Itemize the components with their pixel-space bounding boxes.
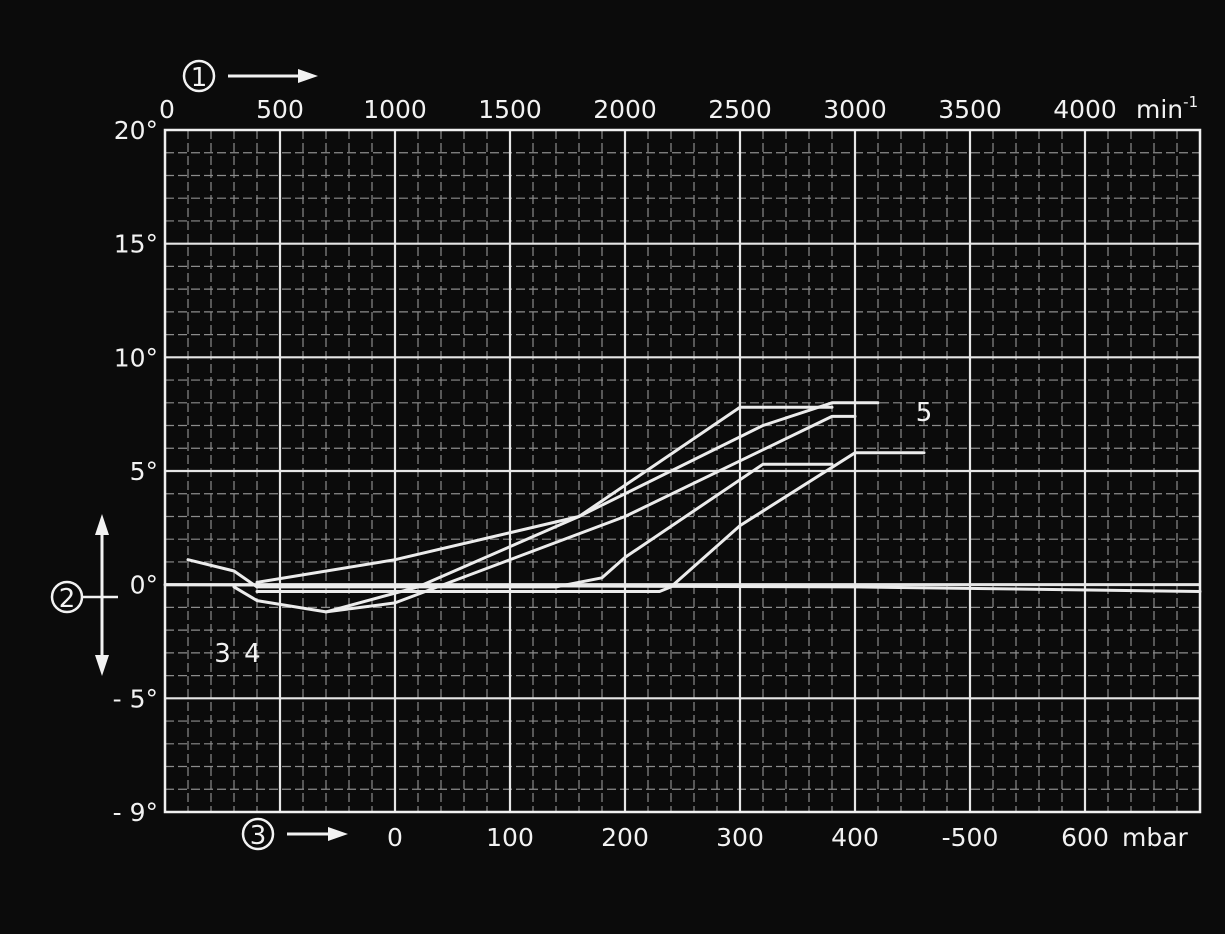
y-tick-label: 15° — [114, 230, 158, 259]
x-tick-label-top: 3500 — [938, 95, 1002, 124]
y-tick-label: - 9° — [113, 798, 158, 827]
y-tick-label: 5° — [130, 457, 158, 486]
x-axis-unit-exponent: -1 — [1183, 93, 1198, 111]
y-tick-label: 10° — [114, 343, 158, 372]
x-tick-label-bottom: 400 — [831, 823, 879, 852]
x-tick-label-top: 1000 — [363, 95, 427, 124]
x-tick-label-top: 500 — [256, 95, 304, 124]
x-axis-unit-bottom: mbar — [1122, 823, 1189, 852]
y-tick-label: 0° — [130, 571, 158, 600]
marker-label-3: 3 — [250, 821, 267, 851]
x-tick-label-top: 0 — [159, 95, 175, 124]
x-tick-label-bottom: 600 — [1061, 823, 1109, 852]
x-tick-label-top: 3000 — [823, 95, 887, 124]
curve-label: 5 — [916, 398, 933, 428]
x-tick-label-bottom: 300 — [716, 823, 764, 852]
y-tick-label: 20° — [114, 116, 158, 145]
x-tick-label-bottom: 200 — [601, 823, 649, 852]
x-tick-label-bottom: -500 — [942, 823, 999, 852]
x-tick-label-top: 4000 — [1053, 95, 1117, 124]
x-tick-label-bottom: 100 — [486, 823, 534, 852]
y-tick-label: - 5° — [113, 684, 158, 713]
curve-label: 3 — [214, 639, 231, 669]
x-tick-label-top: 1500 — [478, 95, 542, 124]
marker-label-1: 1 — [191, 63, 208, 93]
curve-label: 4 — [244, 639, 261, 669]
x-tick-label-top: 2000 — [593, 95, 657, 124]
marker-label-2: 2 — [59, 584, 76, 614]
x-tick-label-bottom: 0 — [387, 823, 403, 852]
x-tick-label-top: 2500 — [708, 95, 772, 124]
